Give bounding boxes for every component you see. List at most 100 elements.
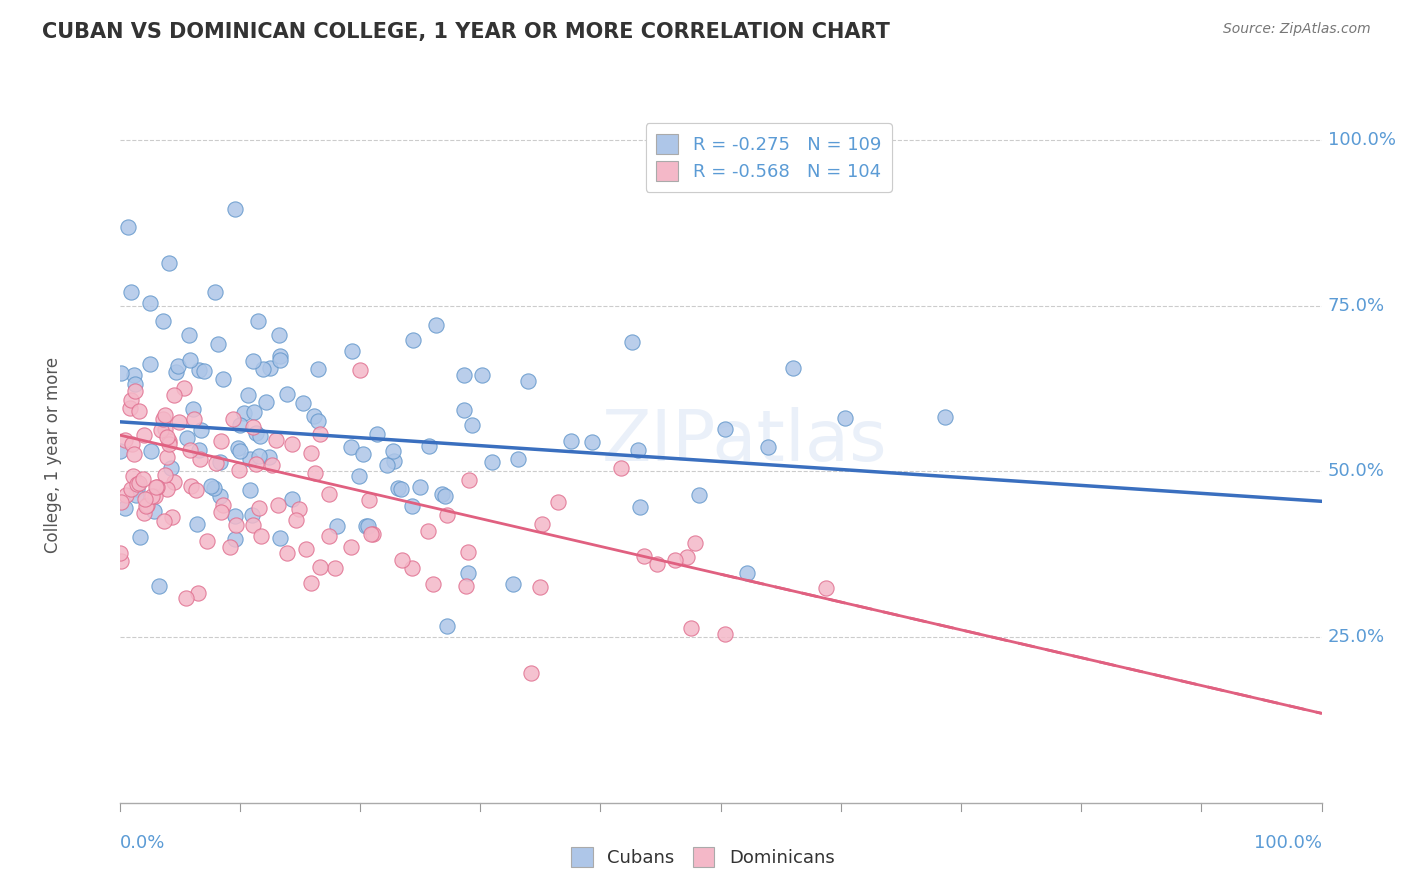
Point xyxy=(299,576,322,591)
Point xyxy=(323,561,346,575)
Point xyxy=(381,443,404,458)
Point xyxy=(110,367,132,381)
Point xyxy=(141,444,163,458)
Text: 100.0%: 100.0% xyxy=(1254,834,1322,852)
Point xyxy=(422,577,444,591)
Point xyxy=(252,362,274,376)
Point xyxy=(737,566,759,580)
Point xyxy=(134,491,156,506)
Point xyxy=(339,540,361,554)
Point xyxy=(128,476,150,491)
Point xyxy=(436,508,458,522)
Point xyxy=(132,472,155,486)
Point xyxy=(357,519,380,533)
Point xyxy=(120,482,142,496)
Point xyxy=(349,362,371,376)
Point xyxy=(153,515,176,529)
Point xyxy=(120,393,142,408)
Point xyxy=(225,518,247,533)
Point xyxy=(242,354,264,368)
Point xyxy=(110,495,132,509)
Point xyxy=(108,546,131,560)
Point xyxy=(193,364,215,378)
Point xyxy=(676,550,699,565)
Point xyxy=(436,619,458,633)
Point xyxy=(782,361,804,376)
Point xyxy=(204,285,226,299)
Point xyxy=(245,426,267,441)
Point xyxy=(269,349,291,363)
Point xyxy=(128,404,150,418)
Point xyxy=(457,545,479,559)
Point xyxy=(163,475,186,489)
Point xyxy=(209,505,232,519)
Point xyxy=(416,524,439,538)
Point xyxy=(200,479,222,493)
Point xyxy=(157,434,180,448)
Point xyxy=(187,586,209,600)
Point xyxy=(547,495,569,509)
Point xyxy=(609,461,631,475)
Point xyxy=(714,422,737,436)
Point xyxy=(188,363,211,377)
Point xyxy=(354,519,377,533)
Text: 0.0%: 0.0% xyxy=(120,834,165,852)
Point xyxy=(121,469,143,483)
Point xyxy=(153,408,176,422)
Point xyxy=(457,566,479,581)
Point xyxy=(167,415,190,429)
Point xyxy=(153,468,176,483)
Point xyxy=(401,560,423,574)
Point xyxy=(180,478,202,492)
Point xyxy=(714,627,737,641)
Point xyxy=(756,440,779,454)
Point xyxy=(226,441,249,455)
Point xyxy=(633,549,655,563)
Point xyxy=(125,482,148,496)
Point xyxy=(679,621,702,635)
Point xyxy=(318,487,340,501)
Point xyxy=(276,387,298,401)
Point xyxy=(108,443,131,458)
Text: College, 1 year or more: College, 1 year or more xyxy=(45,357,62,553)
Point xyxy=(934,410,956,425)
Point xyxy=(114,488,136,502)
Point xyxy=(224,508,246,523)
Point xyxy=(148,579,170,593)
Point xyxy=(664,553,686,567)
Point xyxy=(156,430,179,444)
Text: 75.0%: 75.0% xyxy=(1327,297,1385,315)
Point xyxy=(418,439,440,453)
Point xyxy=(141,489,163,503)
Point xyxy=(280,491,302,506)
Point xyxy=(146,480,169,494)
Point xyxy=(250,529,273,543)
Point xyxy=(326,519,349,533)
Point xyxy=(352,447,374,461)
Point xyxy=(162,509,184,524)
Point xyxy=(129,530,152,544)
Point xyxy=(627,443,650,458)
Point xyxy=(425,318,447,332)
Point xyxy=(387,482,409,496)
Point xyxy=(181,401,204,416)
Point xyxy=(401,499,423,513)
Point xyxy=(117,219,139,234)
Point xyxy=(157,437,180,451)
Point xyxy=(160,461,183,475)
Point xyxy=(242,508,264,522)
Point xyxy=(165,365,187,379)
Point xyxy=(560,434,582,448)
Point xyxy=(520,666,543,681)
Point xyxy=(247,500,270,515)
Point xyxy=(239,452,262,467)
Text: ZIPatlas: ZIPatlas xyxy=(602,407,887,475)
Point xyxy=(114,500,136,515)
Point xyxy=(299,446,322,460)
Point xyxy=(179,442,201,457)
Point xyxy=(156,450,179,465)
Point xyxy=(242,420,264,434)
Point xyxy=(260,458,283,472)
Point xyxy=(434,489,457,503)
Point xyxy=(121,437,143,451)
